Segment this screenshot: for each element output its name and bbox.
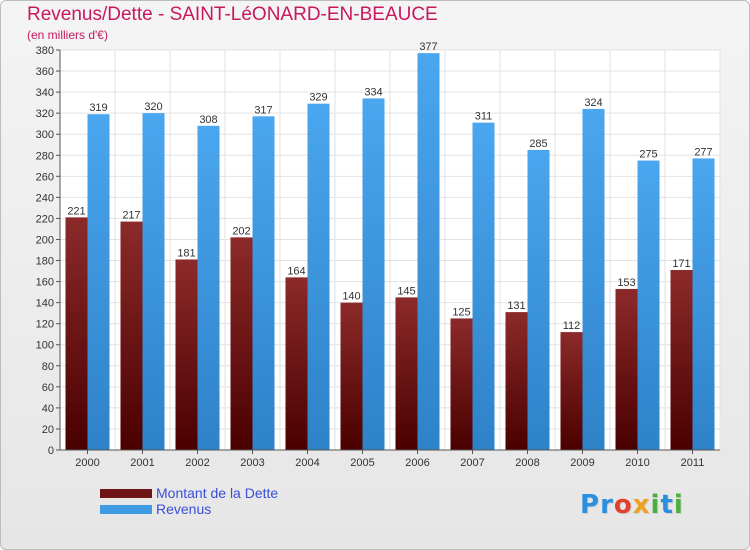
legend-label-revenus: Revenus [156,501,212,517]
bar-revenus [142,113,165,450]
x-tick-label: 2000 [75,457,99,469]
y-tick-label: 80 [42,361,54,373]
y-tick-label: 360 [36,66,54,78]
data-label-dette: 140 [342,291,360,303]
data-label-dette: 217 [122,210,140,222]
data-label-revenus: 319 [89,102,107,114]
logo-letter: i [650,490,661,520]
data-label-dette: 112 [563,320,581,332]
x-tick-label: 2005 [350,457,374,469]
data-label-dette: 202 [232,225,250,237]
y-tick-label: 0 [48,445,54,457]
grid-lines [59,49,721,451]
x-tick-label: 2011 [681,457,705,469]
bar-revenus [252,116,275,450]
bar-revenus [527,150,550,450]
y-tick-label: 320 [36,108,54,120]
y-tick-label: 300 [36,129,54,141]
axes: 0 20 40 60 80 100 120 140 160 180 200 220 240 260 280 3… [36,45,720,469]
data-label-dette: 221 [67,205,85,217]
data-label-revenus: 377 [419,41,437,53]
logo-letter: t [660,490,674,520]
bar-revenus [692,158,715,450]
y-tick-label: 200 [36,234,54,246]
data-label-revenus: 317 [254,104,272,116]
logo-letter: o [613,490,633,520]
logo-letter: P [580,490,601,520]
x-tick-label: 2003 [240,457,264,469]
data-label-dette: 145 [397,285,415,297]
chart-subtitle: (en milliers d'€) [27,28,108,42]
data-label-revenus: 311 [475,111,493,123]
bar-dette [175,259,198,450]
y-tick-label: 380 [36,45,54,57]
bar-dette [65,217,88,450]
data-label-revenus: 334 [364,86,382,98]
bar-dette [670,270,693,450]
logo-letter: x [632,490,651,520]
y-tick-label: 240 [36,192,54,204]
x-tick-label: 2006 [405,457,429,469]
data-label-dette: 164 [287,265,305,277]
data-label-revenus: 320 [144,101,162,113]
bar-revenus [637,160,660,451]
y-tick-label: 160 [36,277,54,289]
logo-letter: r [600,490,614,520]
bar-dette [340,302,363,450]
bar-revenus [582,108,605,451]
bar-dette [285,277,308,450]
data-label-dette: 171 [672,258,690,270]
legend-swatch-revenus [100,505,152,514]
bar-revenus [417,53,440,450]
data-label-dette: 153 [617,277,635,289]
y-tick-label: 40 [42,403,54,415]
data-label-revenus: 329 [309,92,327,104]
data-label-dette: 125 [452,306,470,318]
y-tick-label: 340 [36,87,54,99]
x-tick-label: 2002 [185,457,209,469]
y-tick-label: 260 [36,171,54,183]
y-tick-label: 60 [42,382,54,394]
bar-dette [560,332,583,450]
legend-label-dette: Montant de la Dette [156,485,279,501]
bar-revenus [197,125,220,450]
bar-dette [450,318,473,450]
bar-revenus [472,122,495,450]
data-label-revenus: 275 [639,149,657,161]
y-tick-label: 180 [36,256,54,268]
data-label-dette: 131 [507,300,525,312]
bars [65,53,715,451]
x-tick-label: 2004 [295,457,319,469]
data-label-revenus: 277 [694,146,712,158]
y-tick-label: 20 [42,424,54,436]
y-tick-label: 100 [36,340,54,352]
bar-dette [505,312,528,450]
bar-dette [615,288,638,450]
legend-swatch-dette [100,489,152,498]
data-labels: 221 319 217 320 181 308 202 317 164 329 140 334 145 3… [67,41,712,332]
data-label-revenus: 324 [584,97,602,109]
logo-letter: i [673,490,684,520]
x-tick-label: 2007 [460,457,484,469]
x-tick-label: 2001 [130,457,154,469]
x-tick-label: 2010 [625,457,649,469]
bar-revenus [87,114,110,451]
proxiti-logo: Proxiti [580,490,684,520]
y-tick-label: 120 [36,319,54,331]
chart-title: Revenus/Dette - SAINT-LéONARD-EN-BEAUCE [27,4,438,25]
bar-revenus [362,98,385,450]
y-tick-label: 140 [36,298,54,310]
bar-revenus [307,103,330,451]
y-tick-label: 280 [36,150,54,162]
bar-dette [230,237,253,450]
y-tick-label: 220 [36,213,54,225]
bar-dette [120,221,143,450]
bar-dette [395,297,418,450]
data-label-revenus: 285 [529,138,547,150]
data-label-dette: 181 [177,247,195,259]
data-label-revenus: 308 [199,114,217,126]
x-tick-label: 2008 [515,457,539,469]
x-tick-label: 2009 [570,457,594,469]
